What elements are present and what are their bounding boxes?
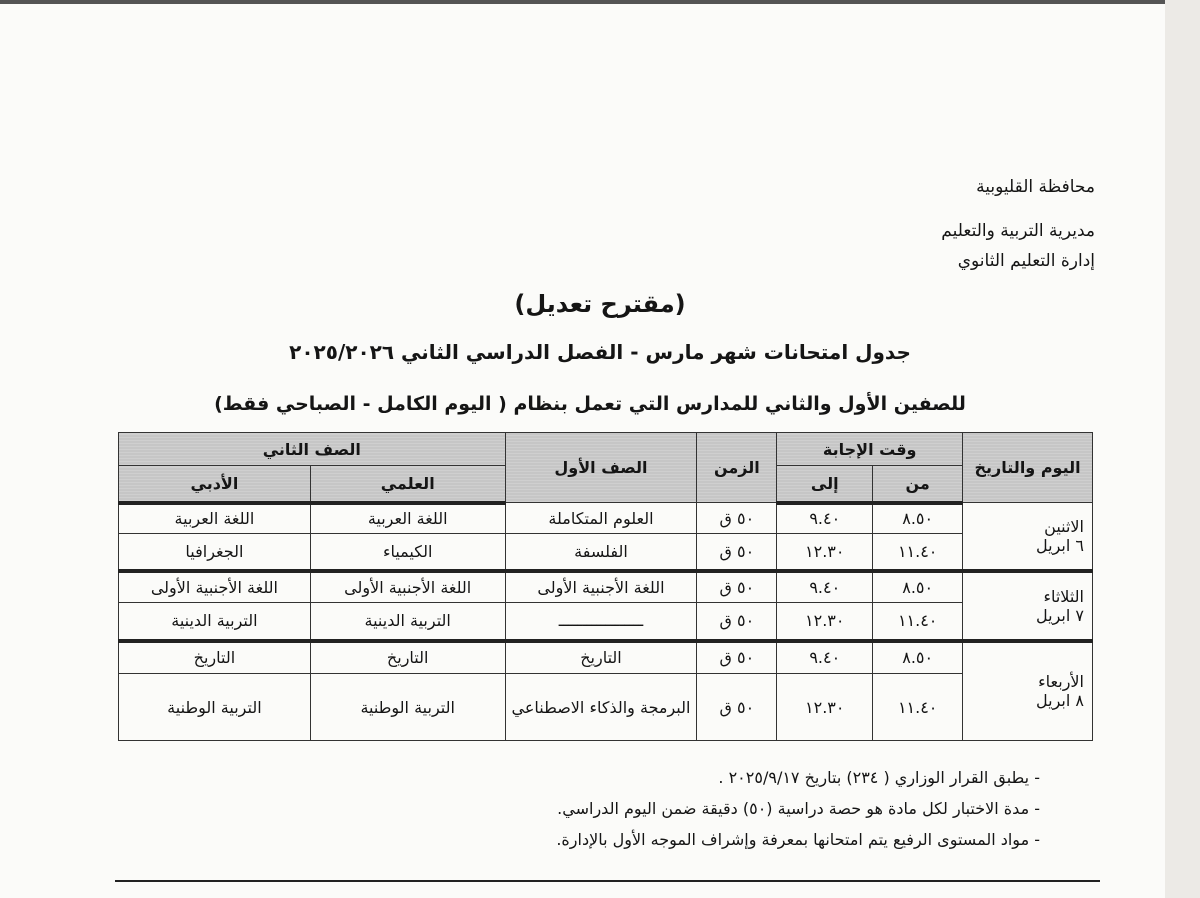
to-time-cell: ٩.٤٠	[776, 638, 874, 674]
duration-cell: ٥٠ ق	[696, 568, 778, 603]
to-time-cell: ٩.٤٠	[776, 568, 874, 603]
table-row: ١١.٤٠ ١٢.٣٠ ٥٠ ق البرمجة والذكاء الاصطناعي ا…	[118, 673, 1093, 741]
note-item: - يطبق القرار الوزاري ( ٢٣٤) بتاريخ ٢٠٢٥…	[718, 768, 1040, 787]
duration-cell: ٥٠ ق	[696, 673, 778, 741]
science-subject-cell: التربية الدينية	[309, 602, 506, 641]
to-time-cell: ٩.٤٠	[776, 502, 874, 534]
day-name: الاثنين	[1044, 516, 1084, 536]
science-subject-cell: التاريخ	[309, 638, 506, 674]
table-row: الأربعاء ٨ ابريل ٨.٥٠ ٩.٤٠ ٥٠ ق التاريخ التاري…	[118, 638, 1093, 741]
scan-edge	[0, 0, 1200, 5]
header-literary: الأدبي	[118, 465, 311, 505]
from-time-cell: ٨.٥٠	[872, 568, 964, 603]
duration-cell: ٥٠ ق	[696, 638, 778, 674]
literary-subject-cell: اللغة العربية	[118, 502, 311, 534]
from-time-cell: ١١.٤٠	[872, 673, 964, 741]
from-time-cell: ٨.٥٠	[872, 502, 964, 534]
literary-subject-cell: التربية الدينية	[118, 602, 311, 641]
duration-cell: ٥٠ ق	[696, 502, 778, 534]
duration-cell: ٥٠ ق	[696, 602, 778, 641]
table-row: ١١.٤٠ ١٢.٣٠ ٥٠ ق الفلسفة الكيمياء الجغرافيا	[118, 533, 1093, 571]
header-administration: إدارة التعليم الثانوي	[957, 251, 1095, 271]
duration-cell: ٥٠ ق	[696, 533, 778, 571]
document-title: (مقترح تعديل)	[514, 290, 686, 318]
grade1-subject-cell: الفلسفة	[504, 533, 698, 571]
literary-subject-cell: التاريخ	[118, 638, 311, 674]
grade1-subject-cell: العلوم المتكاملة	[504, 502, 698, 534]
header-grade2: الصف الثاني	[118, 432, 506, 466]
table-row: ١١.٤٠ ١٢.٣٠ ٥٠ ق ــــــــــــــــــ التربية …	[118, 602, 1093, 641]
from-time-cell: ١١.٤٠	[872, 533, 964, 571]
header-directorate: مديرية التربية والتعليم	[941, 221, 1095, 241]
literary-subject-cell: اللغة الأجنبية الأولى	[118, 568, 311, 603]
table-row: الثلاثاء ٧ ابريل ٨.٥٠ ٩.٤٠ ٥٠ ق اللغة الأجنبي…	[118, 568, 1093, 641]
literary-subject-cell: الجغرافيا	[118, 533, 311, 571]
science-subject-cell: اللغة العربية	[309, 502, 506, 534]
header-science: العلمي	[309, 465, 506, 505]
day-date-cell: الاثنين ٦ ابريل	[962, 502, 1093, 571]
grade1-subject-cell: اللغة الأجنبية الأولى	[504, 568, 698, 603]
header-duration: الزمن	[696, 432, 778, 503]
from-time-cell: ٨.٥٠	[872, 638, 964, 674]
science-subject-cell: التربية الوطنية	[309, 673, 506, 741]
to-time-cell: ١٢.٣٠	[776, 602, 874, 641]
date: ٧ ابريل	[1036, 605, 1084, 625]
to-time-cell: ١٢.٣٠	[776, 673, 874, 741]
header-to: إلى	[776, 465, 874, 505]
document-subtitle-2: للصفين الأول والثاني للمدارس التي تعمل ب…	[214, 393, 966, 415]
grade1-subject-cell: التاريخ	[504, 638, 698, 674]
day-date-cell: الثلاثاء ٧ ابريل	[962, 568, 1093, 641]
header-grade1: الصف الأول	[504, 432, 698, 503]
notes-list: - يطبق القرار الوزاري ( ٢٣٤) بتاريخ ٢٠٢٥…	[556, 762, 1040, 855]
scan-margin	[1165, 0, 1200, 898]
note-item: - مواد المستوى الرفيع يتم امتحانها بمعرف…	[556, 830, 1040, 849]
grade1-subject-cell: ــــــــــــــــــ	[504, 602, 698, 641]
document-subtitle: جدول امتحانات شهر مارس - الفصل الدراسي ا…	[289, 340, 911, 364]
exam-schedule-table: اليوم والتاريخ وقت الإجابة الزمن الصف ال…	[118, 432, 1093, 741]
literary-subject-cell: التربية الوطنية	[118, 673, 311, 741]
science-subject-cell: اللغة الأجنبية الأولى	[309, 568, 506, 603]
header-day-date: اليوم والتاريخ	[962, 432, 1093, 503]
header-answer-time: وقت الإجابة	[776, 432, 964, 466]
day-date-cell: الأربعاء ٨ ابريل	[962, 638, 1093, 741]
grade1-subject-cell: البرمجة والذكاء الاصطناعي	[504, 673, 698, 741]
date: ٨ ابريل	[1036, 691, 1084, 711]
header-governorate: محافظة القليوبية	[976, 177, 1095, 197]
day-name: الأربعاء	[1038, 672, 1084, 692]
signature-line	[115, 880, 1100, 882]
table-row: الاثنين ٦ ابريل ٨.٥٠ ٩.٤٠ ٥٠ ق العلوم المتكام…	[118, 502, 1093, 571]
header-from: من	[872, 465, 964, 505]
to-time-cell: ١٢.٣٠	[776, 533, 874, 571]
note-item: - مدة الاختبار لكل مادة هو حصة دراسية (٥…	[557, 799, 1040, 818]
day-name: الثلاثاء	[1043, 586, 1084, 606]
science-subject-cell: الكيمياء	[309, 533, 506, 571]
date: ٦ ابريل	[1036, 535, 1084, 555]
from-time-cell: ١١.٤٠	[872, 602, 964, 641]
